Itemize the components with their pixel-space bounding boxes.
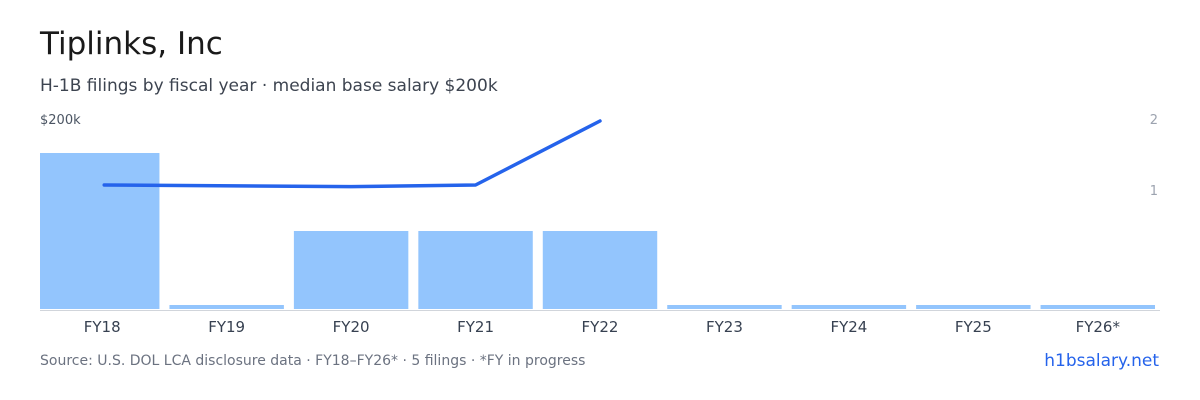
- bar-fy26-partial: [1040, 305, 1155, 309]
- bar-fy24: [791, 305, 907, 309]
- right-axis-tick-2: 2: [1150, 113, 1158, 128]
- x-tick-label: FY23: [706, 318, 743, 336]
- h1b-filings-chart: FY18 FY19 FY20 FY21 FY22 FY23 FY24 FY25 FY26*12 …: [40, 113, 1160, 336]
- chart-subtitle: H-1B filings by fiscal year · median bas…: [40, 76, 498, 96]
- x-tick-label: FY20: [333, 318, 370, 336]
- x-tick-label: FY21: [457, 318, 494, 336]
- x-tick-label: FY24: [830, 318, 867, 336]
- bar-fy19: [169, 305, 284, 309]
- x-tick-label: FY18: [84, 318, 121, 336]
- left-axis-max-label: $200k: [40, 113, 81, 128]
- bar-fy20: [293, 231, 409, 309]
- bar-fy23: [667, 305, 782, 309]
- footer-brand-link[interactable]: h1bsalary.net: [1044, 351, 1159, 371]
- bar-fy21: [418, 231, 533, 309]
- x-tick-label: FY19: [208, 318, 245, 336]
- bar-fy25: [916, 305, 1031, 309]
- bar-fy18: [40, 153, 160, 309]
- footer-source-note: Source: U.S. DOL LCA disclosure data · F…: [40, 353, 586, 369]
- bar-fy22: [542, 231, 658, 309]
- x-tick-label: FY22: [582, 318, 619, 336]
- median-salary-line: [102, 119, 602, 189]
- chart-title: Tiplinks, Inc: [40, 26, 223, 62]
- x-tick-label: FY25: [955, 318, 992, 336]
- x-tick-label: FY26*: [1076, 318, 1121, 336]
- right-axis-tick-1: 1: [1150, 184, 1158, 199]
